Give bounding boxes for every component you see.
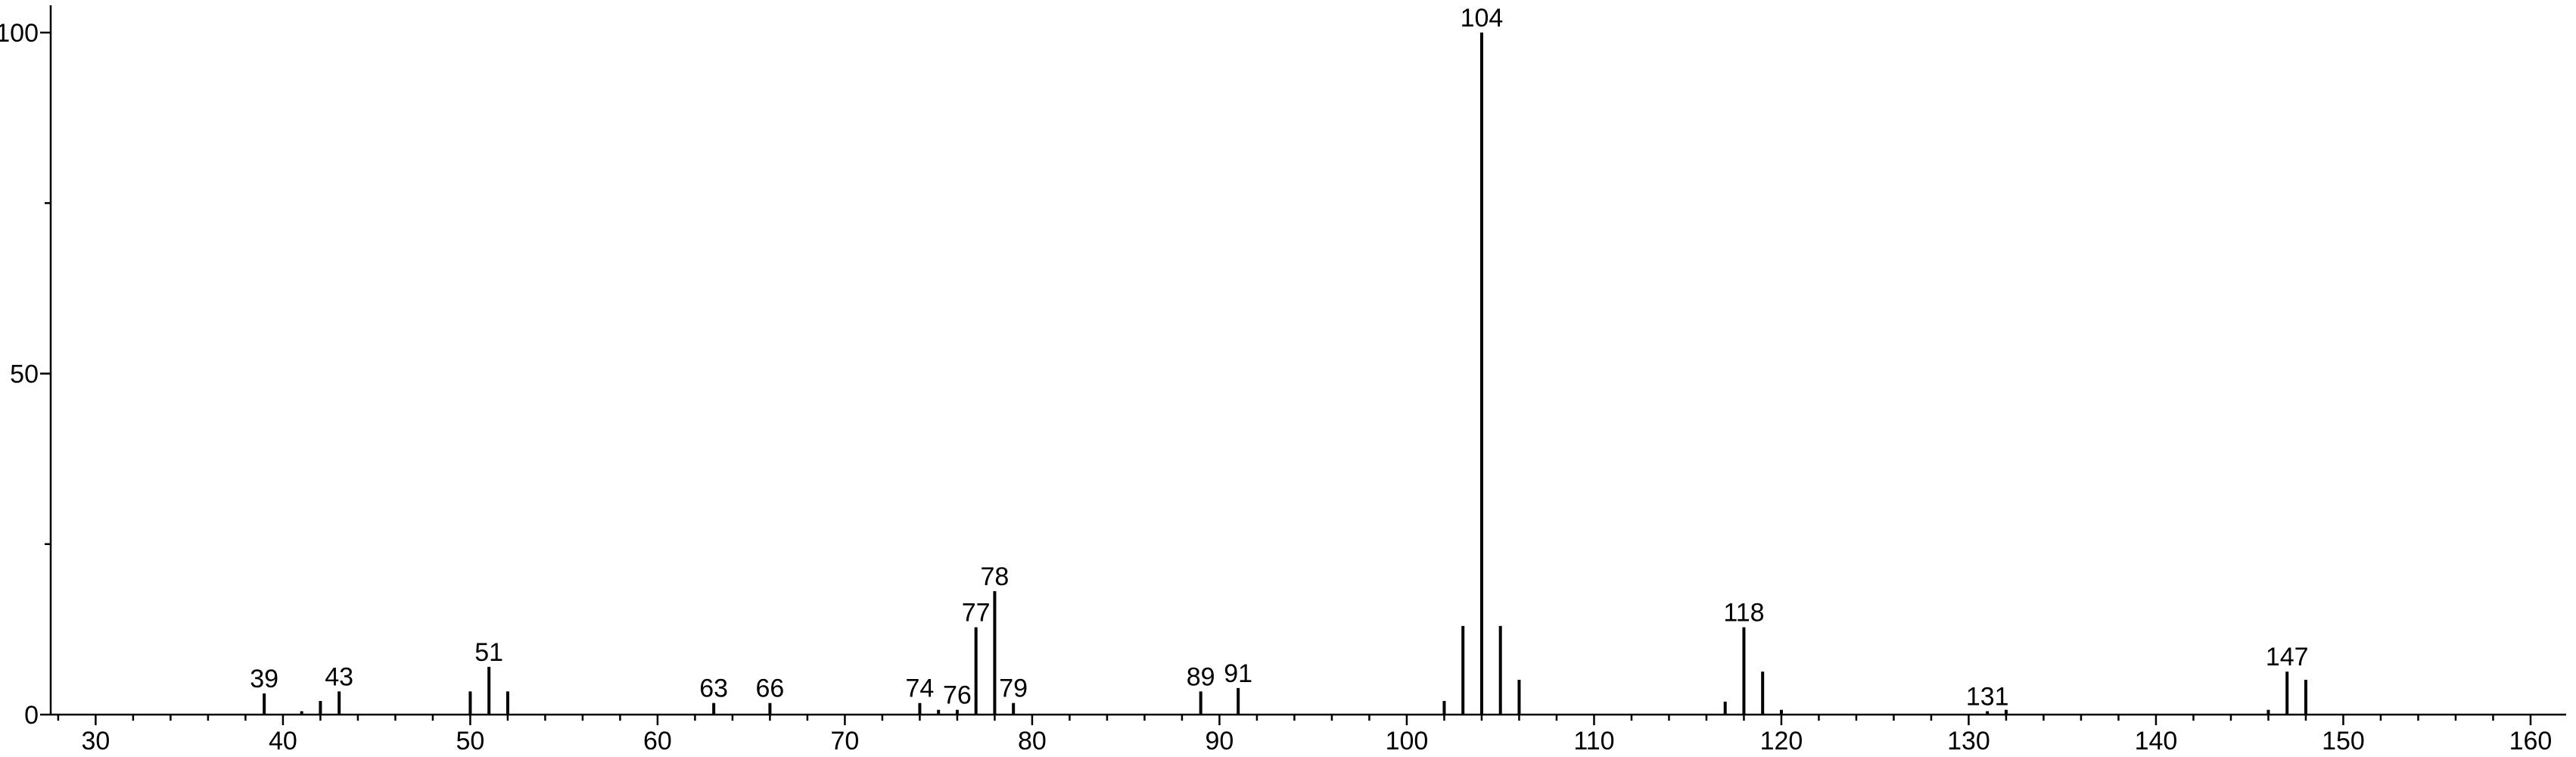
peak-label: 66 xyxy=(756,674,785,703)
x-tick-label: 110 xyxy=(1573,727,1614,755)
y-tick-label: 50 xyxy=(10,360,39,389)
x-tick-label: 90 xyxy=(1206,727,1234,755)
y-tick-label: 0 xyxy=(24,701,39,730)
x-tick-label: 120 xyxy=(1760,727,1803,755)
peak-label: 77 xyxy=(962,599,991,628)
peak-label: 74 xyxy=(906,674,935,703)
x-tick-label: 100 xyxy=(1386,727,1429,755)
x-tick-label: 40 xyxy=(269,727,297,755)
peak-label: 79 xyxy=(999,674,1028,703)
x-tick-label: 70 xyxy=(831,727,860,755)
x-tick-label: 60 xyxy=(643,727,672,755)
peak-label: 104 xyxy=(1461,4,1504,33)
peak-label: 43 xyxy=(325,662,353,691)
y-tick-label: 100 xyxy=(0,19,39,48)
peak-label: 147 xyxy=(2266,643,2309,671)
x-tick-label: 150 xyxy=(2322,727,2365,755)
peak-label: 118 xyxy=(1723,599,1764,628)
peak-label: 91 xyxy=(1224,659,1252,688)
x-tick-label: 80 xyxy=(1018,727,1047,755)
x-tick-label: 30 xyxy=(81,727,110,755)
peak-label: 89 xyxy=(1187,662,1215,691)
peak-label: 78 xyxy=(981,562,1010,591)
x-tick-label: 50 xyxy=(456,727,484,755)
peak-label: 51 xyxy=(474,638,503,667)
x-tick-label: 130 xyxy=(1947,727,1990,755)
peak-label: 39 xyxy=(250,665,278,693)
x-tick-label: 140 xyxy=(2135,727,2178,755)
x-tick-label: 160 xyxy=(2509,727,2553,755)
peak-label: 131 xyxy=(1966,682,2009,711)
peak-label: 63 xyxy=(699,674,728,703)
peak-label: 76 xyxy=(943,681,972,710)
